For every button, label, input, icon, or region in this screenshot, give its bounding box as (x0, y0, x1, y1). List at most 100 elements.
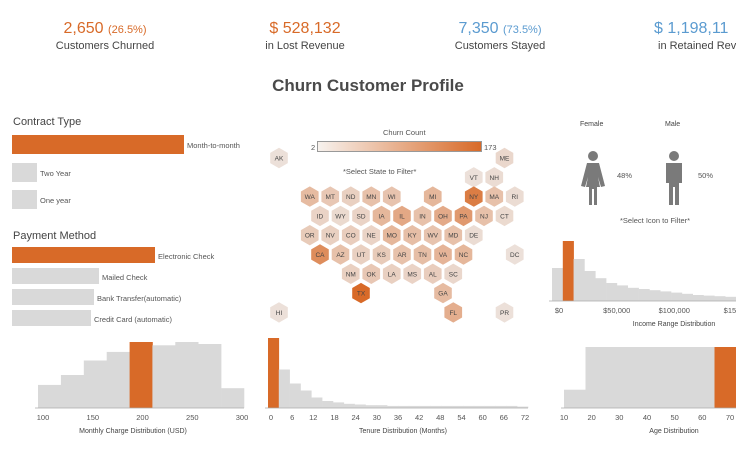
histogram-bar[interactable] (408, 405, 420, 408)
histogram-bar[interactable] (517, 406, 529, 408)
state-in[interactable]: IN (413, 205, 432, 227)
histogram-bar[interactable] (725, 296, 736, 301)
histogram-bar-highlight[interactable] (714, 347, 736, 408)
state-ca[interactable]: CA (311, 244, 329, 265)
histogram-bar[interactable] (671, 292, 683, 301)
histogram-bar[interactable] (638, 289, 650, 301)
state-nj[interactable]: NJ (475, 205, 493, 227)
state-il[interactable]: IL (393, 205, 411, 227)
histogram-bar[interactable] (671, 347, 694, 408)
histogram-bar[interactable] (650, 347, 672, 408)
histogram-bar[interactable] (430, 405, 442, 408)
state-nm[interactable]: NM (341, 263, 360, 284)
histogram-bar[interactable] (289, 383, 301, 409)
histogram-bar[interactable] (714, 296, 726, 301)
histogram-bar[interactable] (376, 405, 388, 408)
state-nh[interactable]: NH (485, 167, 504, 188)
state-oh[interactable]: OH (434, 205, 452, 227)
state-wa[interactable]: WA (300, 186, 319, 207)
state-pa[interactable]: PA (454, 205, 473, 227)
monthly-charge-histogram[interactable]: 100 150 200 250 300 Monthly Charge Distributi… (24, 335, 256, 445)
state-dc[interactable]: DC (505, 244, 524, 265)
female-icon[interactable] (580, 151, 606, 206)
contract-bar-month-to-month[interactable] (12, 135, 184, 154)
state-ia[interactable]: IA (372, 205, 391, 227)
histogram-bar[interactable] (703, 295, 715, 301)
histogram-bar[interactable] (398, 405, 410, 408)
histogram-bar-highlight[interactable] (562, 241, 574, 301)
histogram-bar[interactable] (564, 389, 586, 408)
histogram-bar[interactable] (573, 259, 585, 301)
state-wi[interactable]: WI (382, 186, 401, 207)
histogram-bar[interactable] (300, 390, 312, 409)
state-nc[interactable]: NC (454, 244, 473, 265)
state-az[interactable]: AZ (331, 244, 350, 265)
state-de[interactable]: DE (464, 225, 483, 246)
state-mn[interactable]: MN (362, 186, 381, 207)
age-histogram[interactable]: 10 20 30 40 50 60 70 Age Distribution (552, 335, 736, 445)
state-ga[interactable]: GA (434, 282, 452, 304)
histogram-bar[interactable] (660, 291, 672, 301)
state-sc[interactable]: SC (444, 263, 463, 284)
histogram-bar[interactable] (198, 344, 222, 408)
state-ut[interactable]: UT (352, 244, 370, 265)
state-mi[interactable]: MI (423, 186, 442, 207)
histogram-bar[interactable] (354, 404, 366, 409)
state-va[interactable]: VA (434, 244, 452, 265)
state-fl[interactable]: FL (444, 302, 463, 323)
state-wy[interactable]: WY (331, 205, 350, 227)
histogram-bar[interactable] (221, 388, 245, 408)
state-tn[interactable]: TN (413, 244, 432, 265)
histogram-bar[interactable] (419, 405, 431, 408)
histogram-bar[interactable] (693, 347, 715, 408)
histogram-bar[interactable] (452, 405, 464, 408)
state-tx[interactable]: TX (352, 282, 370, 304)
state-me[interactable]: ME (495, 147, 514, 169)
state-md[interactable]: MD (444, 225, 463, 246)
state-ar[interactable]: AR (393, 244, 411, 265)
histogram-bar[interactable] (692, 295, 704, 301)
histogram-bar[interactable] (473, 405, 485, 408)
histogram-bar[interactable] (343, 403, 355, 408)
state-ok[interactable]: OK (362, 263, 381, 284)
state-hex-map[interactable]: AK ME VT NH WA MT ND MN WI MI NY MA RI ID WY SD IA IL IN OH… (260, 147, 540, 323)
state-la[interactable]: LA (382, 263, 401, 284)
state-ct[interactable]: CT (495, 205, 514, 227)
histogram-bar[interactable] (365, 405, 377, 408)
histogram-bar[interactable] (152, 345, 176, 408)
histogram-bar[interactable] (60, 375, 85, 408)
state-mt[interactable]: MT (321, 186, 340, 207)
histogram-bar[interactable] (585, 347, 608, 408)
histogram-bar[interactable] (278, 369, 290, 409)
histogram-bar-highlight[interactable] (268, 338, 280, 408)
state-co[interactable]: CO (341, 225, 360, 246)
state-ks[interactable]: KS (372, 244, 391, 265)
state-pr[interactable]: PR (495, 302, 514, 323)
state-or[interactable]: OR (300, 225, 319, 246)
contract-bar-two-year[interactable] (12, 163, 37, 182)
histogram-bar[interactable] (175, 342, 199, 408)
state-sd[interactable]: SD (352, 205, 370, 227)
payment-bar-bank-transfer[interactable] (12, 289, 94, 305)
state-ma[interactable]: MA (485, 186, 504, 207)
histogram-bar[interactable] (607, 347, 629, 408)
histogram-bar[interactable] (681, 293, 693, 301)
histogram-bar-highlight[interactable] (129, 342, 153, 408)
histogram-bar[interactable] (106, 351, 130, 408)
male-icon[interactable] (663, 151, 685, 206)
state-wv[interactable]: WV (423, 225, 442, 246)
histogram-bar[interactable] (441, 405, 453, 408)
tenure-histogram[interactable]: 0 6 12 18 24 30 36 42 48 54 60 66 72 Tenure Distribut… (265, 335, 536, 445)
histogram-bar[interactable] (484, 405, 496, 408)
state-vt[interactable]: VT (464, 167, 483, 188)
histogram-bar[interactable] (495, 405, 507, 408)
state-ny[interactable]: NY (464, 186, 483, 207)
histogram-bar[interactable] (595, 278, 607, 301)
payment-bar-credit-card[interactable] (12, 310, 91, 326)
histogram-bar[interactable] (616, 285, 628, 301)
histogram-bar[interactable] (387, 405, 399, 408)
contract-bar-one-year[interactable] (12, 190, 37, 209)
histogram-bar[interactable] (606, 283, 618, 301)
histogram-bar[interactable] (628, 347, 651, 408)
state-ne[interactable]: NE (362, 225, 381, 246)
